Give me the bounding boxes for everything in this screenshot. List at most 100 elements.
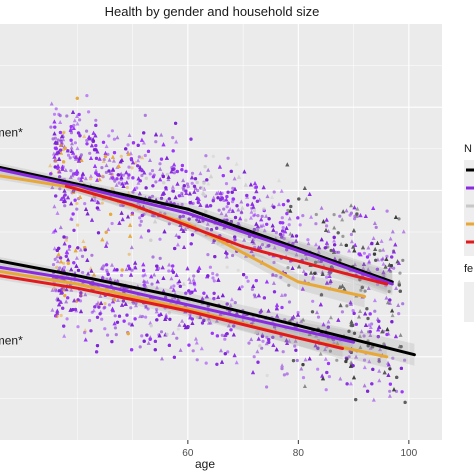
scatter-point <box>72 298 77 303</box>
scatter-point <box>358 309 363 313</box>
scatter-point <box>70 217 74 222</box>
scatter-point <box>393 215 398 219</box>
scatter-point <box>60 134 64 139</box>
scatter-point <box>376 282 380 286</box>
scatter-point <box>340 217 345 222</box>
scatter-point <box>324 240 329 245</box>
scatter-point <box>345 304 349 308</box>
scatter-point <box>281 350 285 354</box>
scatter-point <box>196 196 201 201</box>
scatter-point <box>161 275 166 280</box>
scatter-point <box>171 330 176 335</box>
scatter-point <box>270 195 275 199</box>
scatter-point <box>314 222 318 226</box>
scatter-point <box>352 375 356 380</box>
scatter-point <box>240 285 244 289</box>
scatter-point <box>228 303 233 308</box>
scatter-point <box>110 221 114 226</box>
scatter-point <box>225 252 229 256</box>
scatter-point <box>256 228 260 232</box>
scatter-point <box>56 297 61 302</box>
scatter-point <box>287 216 292 221</box>
scatter-point <box>395 259 400 264</box>
scatter-point <box>150 194 155 198</box>
scatter-point <box>72 261 76 265</box>
scatter-point <box>58 175 62 179</box>
legend: Nfe <box>464 143 474 322</box>
scatter-point <box>150 213 154 218</box>
scatter-point <box>264 244 269 248</box>
scatter-point <box>337 250 341 254</box>
scatter-point <box>220 241 225 246</box>
scatter-point <box>167 222 171 226</box>
scatter-point <box>353 242 358 247</box>
scatter-point <box>280 235 284 239</box>
scatter-point <box>49 125 53 129</box>
scatter-point <box>230 190 234 194</box>
scatter-point <box>284 225 289 230</box>
scatter-point <box>282 237 286 241</box>
scatter-point <box>112 321 117 326</box>
scatter-point <box>366 389 370 393</box>
scatter-point <box>123 301 128 306</box>
scatter-point <box>72 123 76 127</box>
scatter-point <box>294 234 299 238</box>
scatter-point <box>100 275 105 280</box>
scatter-point <box>265 385 269 389</box>
scatter-point <box>74 255 79 260</box>
scatter-point <box>131 141 136 145</box>
scatter-point <box>121 299 125 303</box>
scatter-point <box>183 226 188 231</box>
scatter-point <box>62 241 67 246</box>
scatter-point <box>403 400 407 404</box>
scatter-point <box>249 337 254 342</box>
scatter-point <box>102 306 106 310</box>
scatter-point <box>283 293 287 297</box>
scatter-point <box>77 177 81 181</box>
scatter-point <box>87 136 92 141</box>
scatter-point <box>64 249 69 254</box>
scatter-point <box>58 120 63 124</box>
scatter-point <box>153 219 158 224</box>
scatter-point <box>397 312 401 316</box>
scatter-point <box>151 184 155 188</box>
scatter-point <box>301 317 306 322</box>
scatter-point <box>380 329 385 334</box>
scatter-point <box>58 266 62 270</box>
scatter-point <box>251 370 255 375</box>
scatter-point <box>281 203 286 207</box>
scatter-point <box>182 184 186 188</box>
scatter-point <box>98 312 102 316</box>
scatter-point <box>341 234 345 238</box>
scatter-point <box>279 275 283 279</box>
trend-line-5 <box>0 259 416 357</box>
scatter-point <box>302 186 307 190</box>
scatter-point <box>229 169 233 173</box>
scatter-point <box>85 257 90 262</box>
scatter-point <box>338 214 342 218</box>
scatter-point <box>110 187 114 191</box>
scatter-point <box>178 215 182 219</box>
scatter-point <box>171 136 175 140</box>
scatter-point <box>61 137 66 142</box>
scatter-point <box>224 212 229 217</box>
scatter-point <box>112 137 116 141</box>
scatter-point <box>73 307 78 312</box>
scatter-point <box>325 370 329 375</box>
scatter-point <box>344 359 348 364</box>
scatter-point <box>114 333 118 337</box>
scatter-point <box>224 197 229 202</box>
trend-line-6 <box>0 265 356 344</box>
scatter-point <box>60 164 65 169</box>
scatter-point <box>252 228 256 232</box>
scatter-point <box>316 367 320 371</box>
scatter-point <box>358 345 363 350</box>
scatter-point <box>375 240 380 245</box>
scatter-point <box>281 226 285 230</box>
scatter-point <box>277 178 281 183</box>
scatter-point <box>367 322 372 327</box>
scatter-point <box>274 347 279 352</box>
scatter-point <box>104 170 108 174</box>
scatter-point <box>103 327 107 331</box>
